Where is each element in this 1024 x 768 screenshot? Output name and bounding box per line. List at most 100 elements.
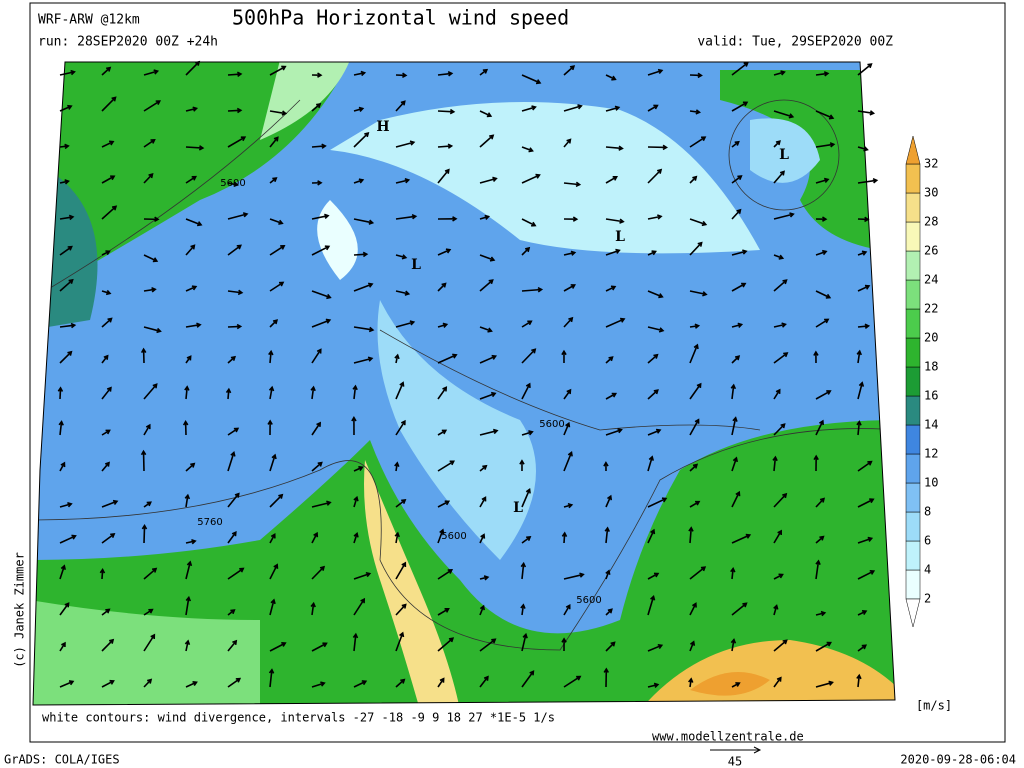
- wind-vector-head: [482, 68, 489, 74]
- wind-vector: [101, 387, 112, 400]
- wind-vector: [395, 321, 414, 328]
- colorbar-bin: [905, 540, 921, 571]
- wind-vector-head: [310, 601, 316, 608]
- wind-vector-head: [106, 386, 112, 392]
- wind-vector-head: [826, 390, 832, 395]
- wind-vector: [269, 642, 286, 652]
- wind-vector: [395, 533, 399, 544]
- wind-vector-head: [313, 531, 319, 538]
- wind-region: [317, 200, 358, 280]
- wind-vector-head: [483, 575, 490, 581]
- wind-vector: [521, 383, 531, 400]
- wind-vector: [437, 169, 450, 184]
- wind-vector: [59, 503, 72, 508]
- colorbar-bin: [905, 308, 921, 339]
- wind-vector: [563, 317, 573, 328]
- wind-vector: [857, 570, 875, 580]
- wind-vector: [395, 420, 406, 436]
- wind-vector: [689, 603, 697, 616]
- wind-vector-head: [619, 317, 626, 323]
- wind-vector: [647, 497, 667, 508]
- colorbar-bin: [905, 163, 921, 194]
- wind-vector-head: [535, 79, 542, 85]
- wind-vector-head: [110, 175, 116, 181]
- wind-vector-head: [353, 495, 359, 502]
- wind-vector-head: [352, 384, 358, 391]
- wind-vector: [143, 326, 161, 333]
- wind-vector-head: [567, 503, 574, 509]
- wind-region: [330, 102, 760, 254]
- wind-vector-head: [439, 677, 445, 683]
- wind-vector-head: [156, 327, 162, 334]
- wind-vector: [857, 179, 877, 184]
- wind-vector-head: [782, 639, 788, 645]
- wind-vector: [563, 389, 572, 400]
- wind-vector-head: [531, 221, 537, 227]
- wind-vector-head: [487, 327, 493, 333]
- colorbar-over: [905, 135, 921, 165]
- wind-vector: [689, 566, 706, 580]
- wind-vector-head: [70, 69, 76, 76]
- wind-vector-head: [401, 499, 407, 504]
- wind-vector-head: [653, 353, 659, 359]
- wind-vector-head: [819, 535, 825, 541]
- wind-vector: [437, 72, 452, 76]
- wind-vector-head: [153, 69, 160, 75]
- wind-vector-head: [141, 524, 148, 530]
- wind-vector-head: [611, 392, 618, 398]
- wind-vector: [647, 456, 653, 472]
- wind-vector-head: [861, 610, 868, 615]
- wind-vector: [857, 675, 861, 688]
- wind-vector-head: [701, 136, 707, 142]
- wind-vector-head: [489, 134, 495, 140]
- wind-vector-head: [858, 381, 865, 387]
- wind-vector-head: [111, 205, 118, 211]
- wind-vector-head: [815, 559, 821, 566]
- wind-vector-head: [151, 287, 157, 293]
- wind-region: [364, 460, 460, 705]
- wind-vector: [353, 132, 369, 148]
- wind-vector-head: [576, 675, 582, 681]
- map-border: [32, 61, 896, 706]
- wind-vector-head: [230, 355, 236, 361]
- wind-vector-head: [270, 598, 276, 605]
- wind-vector: [353, 326, 373, 331]
- wind-vector: [689, 242, 703, 256]
- wind-vector-head: [776, 676, 782, 682]
- wind-vector: [731, 385, 735, 400]
- wind-vector-head: [568, 316, 574, 323]
- wind-vector: [59, 279, 74, 292]
- wind-vector: [773, 323, 786, 328]
- wind-vector-head: [105, 250, 111, 256]
- wind-vector: [101, 317, 113, 328]
- wind-vector-head: [745, 533, 752, 539]
- wind-vector: [101, 67, 111, 76]
- wind-vector-head: [236, 71, 243, 77]
- wind-vector: [521, 74, 541, 84]
- wind-vector-head: [658, 293, 664, 299]
- wind-vector-head: [570, 250, 577, 256]
- wind-region: [33, 600, 260, 705]
- wind-vector-head: [191, 538, 197, 545]
- colorbar-bin: [905, 366, 921, 397]
- wind-vector: [857, 146, 868, 151]
- wind-vector-head: [60, 461, 66, 468]
- wind-vector-head: [452, 353, 458, 359]
- wind-vector-head: [316, 103, 322, 109]
- colorbar-tick-label: 2: [924, 592, 931, 606]
- wind-vector-head: [486, 112, 493, 118]
- wind-vector-head: [610, 285, 617, 291]
- wind-vector: [101, 680, 114, 688]
- wind-vector-head: [184, 385, 190, 391]
- wind-vector-head: [734, 140, 740, 146]
- wind-vector-head: [575, 181, 582, 188]
- colorbar-bin: [905, 395, 921, 426]
- wind-vector: [59, 105, 72, 112]
- wind-vector-head: [777, 529, 782, 535]
- wind-vector-head: [522, 632, 528, 639]
- wind-vector-head: [186, 560, 193, 567]
- wind-vector-head: [492, 176, 498, 182]
- wind-vector-head: [146, 501, 152, 507]
- wind-vector-head: [528, 430, 534, 436]
- wind-vector-head: [828, 680, 834, 686]
